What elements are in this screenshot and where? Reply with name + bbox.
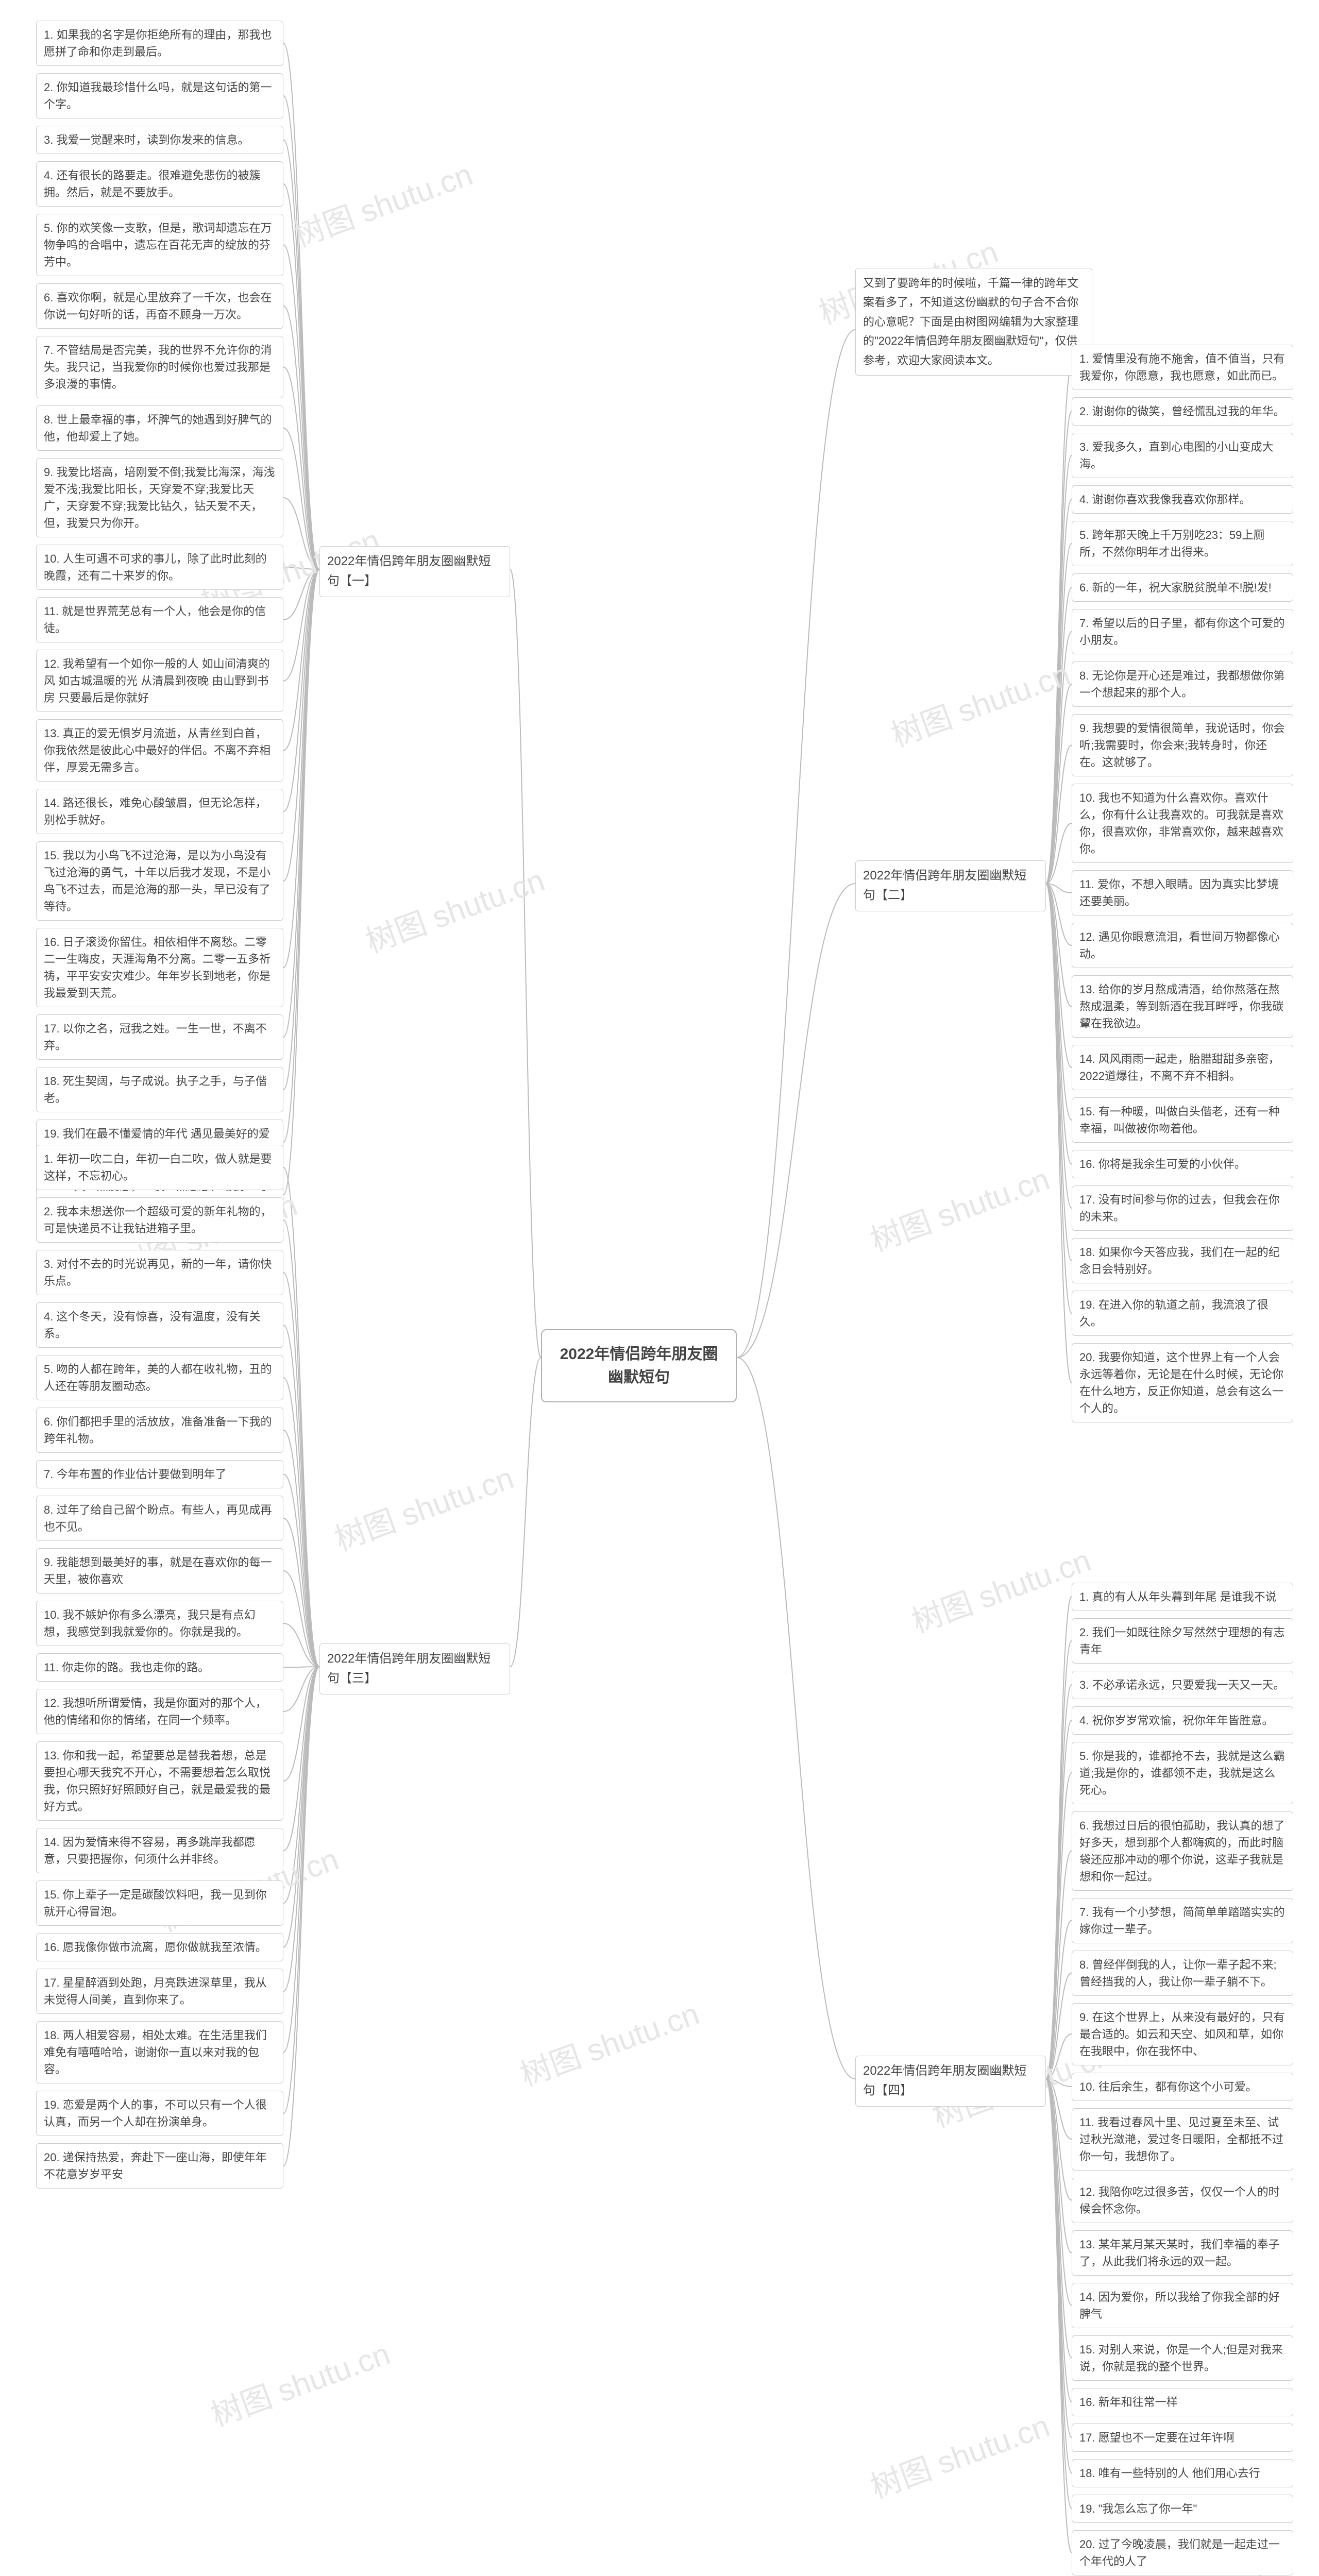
leaf-s1-12: 12. 我希望有一个如你一般的人 如山间清爽的风 如古城温暖的光 从清晨到夜晚 …: [36, 650, 283, 712]
leaf-s2-1: 1. 爱情里没有施不施舍，值不值当，只有我爱你，你愿意，我也愿意，如此而已。: [1072, 345, 1293, 390]
branch-s4: 2022年情侣跨年朋友圈幽默短句【四】: [855, 2056, 1046, 2107]
leaf-s2-16: 16. 你将是我余生可爱的小伙伴。: [1072, 1150, 1293, 1178]
leaf-s3-19: 19. 恋爱是两个人的事，不可以只有一个人很认真，而另一个人却在扮演单身。: [36, 2091, 283, 2136]
leaf-s3-17: 17. 星星醉酒到处跑，月亮跌进深草里，我从未觉得人间美，直到你来了。: [36, 1969, 283, 2014]
watermark: 树图 shutu.cn: [286, 149, 478, 256]
leaf-s3-16: 16. 愿我像你做市流离，愿你做就我至浓情。: [36, 1933, 283, 1961]
leaf-s3-2: 2. 我本未想送你一个超级可爱的新年礼物的，可是快递员不让我钻进箱子里。: [36, 1197, 283, 1243]
leaf-s1-18: 18. 死生契阔，与子成说。执子之手，与子偕老。: [36, 1067, 283, 1112]
leaf-s4-13: 13. 某年某月某天某时，我们幸福的奉子了，从此我们将永远的双一起。: [1072, 2230, 1293, 2276]
root-node: 2022年情侣跨年朋友圈幽默短句: [541, 1329, 737, 1402]
leaf-s4-20: 20. 过了今晚凌晨，我们就是一起走过一个年代的人了: [1072, 2530, 1293, 2575]
leaf-s4-9: 9. 在这个世界上，从来没有最好的，只有最合适的。如云和天空、如风和草，如你在我…: [1072, 2003, 1293, 2065]
watermark: 树图 shutu.cn: [328, 1453, 519, 1559]
leaf-s4-7: 7. 我有一个小梦想，简简单单踏踏实实的嫁你过一辈子。: [1072, 1898, 1293, 1943]
leaf-s1-16: 16. 日子滚烫你留住。相依相伴不离愁。二零二一生嗨皮，天涯海角不分离。二零一五…: [36, 928, 283, 1007]
leaf-s4-10: 10. 往后余生，都有你这个小可爱。: [1072, 2073, 1293, 2101]
leaf-s2-10: 10. 我也不知道为什么喜欢你。喜欢什么，你有什么让我喜欢的。可我就是喜欢你，很…: [1072, 784, 1293, 863]
leaf-s1-4: 4. 还有很长的路要走。很难避免悲伤的被簇拥。然后，就是不要放手。: [36, 161, 283, 207]
leaf-s2-12: 12. 遇见你眼意流泪，看世间万物都像心动。: [1072, 923, 1293, 968]
leaf-s1-17: 17. 以你之名，冠我之姓。一生一世，不离不弃。: [36, 1014, 283, 1060]
leaf-s4-8: 8. 曾经伴倒我的人，让你一辈子起不来;曾经挡我的人，我让你一辈子躺不下。: [1072, 1951, 1293, 1996]
intro-text: 又到了要跨年的时候啦，千篇一律的跨年文案看多了，不知道这份幽默的句子合不合你的心…: [855, 268, 1092, 376]
leaf-s1-1: 1. 如果我的名字是你拒绝所有的理由，那我也愿拼了命和你走到最后。: [36, 21, 283, 66]
leaf-s4-16: 16. 新年和往常一样: [1072, 2388, 1293, 2416]
watermark: 树图 shutu.cn: [204, 2329, 395, 2435]
leaf-s3-13: 13. 你和我一起，希望要总是替我着想，总是要担心哪天我究不开心，不需要想着怎么…: [36, 1741, 283, 1821]
leaf-s2-14: 14. 风风雨雨一起走，胎腊甜甜多亲密，2022道爆往，不离不弃不相斜。: [1072, 1045, 1293, 1090]
leaf-s3-9: 9. 我能想到最美好的事，就是在喜欢你的每一天里，被你喜欢: [36, 1548, 283, 1594]
leaf-s3-6: 6. 你们都把手里的活放放，准备准备一下我的跨年礼物。: [36, 1408, 283, 1453]
leaf-s1-6: 6. 喜欢你啊，就是心里放弃了一千次，也会在你说一句好听的话，再奋不顾身一万次。: [36, 283, 283, 329]
leaf-s1-13: 13. 真正的爱无惧岁月流逝，从青丝到白首，你我依然是彼此心中最好的伴侣。不离不…: [36, 719, 283, 782]
leaf-s4-4: 4. 祝你岁岁常欢愉，祝你年年皆胜意。: [1072, 1706, 1293, 1735]
leaf-s4-18: 18. 唯有一些特别的人 他们用心去行: [1072, 2459, 1293, 2487]
leaf-s3-12: 12. 我想听所谓爱情，我是你面对的那个人，他的情绪和你的情绪，在同一个频率。: [36, 1689, 283, 1734]
leaf-s4-19: 19. "我怎么忘了你一年": [1072, 2495, 1293, 2523]
watermark: 树图 shutu.cn: [864, 1154, 1055, 1260]
leaf-s3-5: 5. 吻的人都在跨年，美的人都在收礼物，丑的人还在等朋友圈动态。: [36, 1355, 283, 1400]
leaf-s2-20: 20. 我要你知道，这个世界上有一个人会永远等着你，无论是在什么时候，无论你在什…: [1072, 1343, 1293, 1422]
watermark: 树图 shutu.cn: [513, 1989, 704, 2095]
leaf-s2-17: 17. 没有时间参与你的过去，但我会在你的未来。: [1072, 1185, 1293, 1231]
branch-s2: 2022年情侣跨年朋友圈幽默短句【二】: [855, 860, 1046, 911]
leaf-s1-8: 8. 世上最幸福的事，坏脾气的她遇到好脾气的他，他却爱上了她。: [36, 405, 283, 451]
leaf-s2-3: 3. 爱我多久，直到心电图的小山变成大海。: [1072, 433, 1293, 478]
leaf-s4-11: 11. 我看过春风十里、见过夏至未至、试过秋光潋滟，爱过冬日暖阳，全都抵不过你一…: [1072, 2108, 1293, 2171]
leaf-s3-14: 14. 因为爱情来得不容易，再多跳岸我都愿意，只要把握你，何须什么并非终。: [36, 1828, 283, 1873]
leaf-s3-11: 11. 你走你的路。我也走你的路。: [36, 1653, 283, 1682]
leaf-s2-11: 11. 爱你，不想入眼睛。因为真实比梦境还要美丽。: [1072, 870, 1293, 916]
watermark: 树图 shutu.cn: [864, 2401, 1055, 2507]
leaf-s2-15: 15. 有一种暖，叫做白头偕老，还有一种幸福，叫做被你吻着他。: [1072, 1097, 1293, 1143]
leaf-s4-17: 17. 愿望也不一定要在过年许啊: [1072, 2424, 1293, 2452]
watermark: 树图 shutu.cn: [884, 649, 1075, 755]
leaf-s1-15: 15. 我以为小鸟飞不过沧海，是以为小鸟没有飞过沧海的勇气，十年以后我才发现，不…: [36, 841, 283, 921]
leaf-s1-3: 3. 我爱一觉醒来时，读到你发来的信息。: [36, 126, 283, 154]
watermark: 树图 shutu.cn: [905, 1535, 1096, 1641]
leaf-s4-12: 12. 我陪你吃过很多苦，仅仅一个人的时候会怀念你。: [1072, 2178, 1293, 2223]
leaf-s2-13: 13. 给你的岁月熬成清酒，给你熬落在熬熬成温柔，等到新酒在我耳畔呼，你我碳颦在…: [1072, 975, 1293, 1038]
leaf-s2-8: 8. 无论你是开心还是难过，我都想做你第一个想起来的那个人。: [1072, 662, 1293, 707]
leaf-s2-4: 4. 谢谢你喜欢我像我喜欢你那样。: [1072, 485, 1293, 514]
leaf-s1-7: 7. 不管结局是否完美，我的世界不允许你的消失。我只记，当我爱你的时候你也爱过我…: [36, 336, 283, 398]
leaf-s3-10: 10. 我不嫉妒你有多么漂亮，我只是有点幻想，我感觉到我就爱你的。你就是我的。: [36, 1601, 283, 1646]
leaf-s2-2: 2. 谢谢你的微笑，曾经慌乱过我的年华。: [1072, 397, 1293, 426]
leaf-s3-18: 18. 两人相爱容易，相处太难。在生活里我们难免有嘻嘻哈哈，谢谢你一直以来对我的…: [36, 2021, 283, 2083]
leaf-s3-20: 20. 递保持热爱，奔赴下一座山海，即使年年不花意岁岁平安: [36, 2143, 283, 2189]
leaf-s4-14: 14. 因为爱你，所以我给了你我全部的好脾气: [1072, 2283, 1293, 2328]
leaf-s4-3: 3. 不必承诺永远，只要爱我一天又一天。: [1072, 1671, 1293, 1699]
branch-s1: 2022年情侣跨年朋友圈幽默短句【一】: [319, 546, 510, 597]
leaf-s3-3: 3. 对付不去的时光说再见，新的一年，请你快乐点。: [36, 1250, 283, 1295]
leaf-s3-1: 1. 年初一吹二白，年初一白二吹，做人就是要这样，不忘初心。: [36, 1145, 283, 1190]
leaf-s4-6: 6. 我想过日后的很怕孤助，我认真的想了好多天，想到那个人都嗨疯的，而此时脑袋还…: [1072, 1811, 1293, 1891]
branch-s3: 2022年情侣跨年朋友圈幽默短句【三】: [319, 1643, 510, 1694]
leaf-s2-19: 19. 在进入你的轨道之前，我流浪了很久。: [1072, 1291, 1293, 1336]
leaf-s4-15: 15. 对别人来说，你是一个人;但是对我来说，你就是我的整个世界。: [1072, 2335, 1293, 2381]
leaf-s2-6: 6. 新的一年，祝大家脱贫脱单不!脱!发!: [1072, 573, 1293, 602]
leaf-s2-18: 18. 如果你今天答应我，我们在一起的纪念日会特别好。: [1072, 1238, 1293, 1283]
leaf-s1-2: 2. 你知道我最珍惜什么吗，就是这句话的第一个字。: [36, 73, 283, 118]
leaf-s3-15: 15. 你上辈子一定是碳酸饮料吧，我一见到你就开心得冒泡。: [36, 1880, 283, 1926]
leaf-s1-14: 14. 路还很长，难免心酸皱眉，但无论怎样，别松手就好。: [36, 789, 283, 834]
leaf-s3-7: 7. 今年布置的作业估计要做到明年了: [36, 1460, 283, 1488]
leaf-s1-11: 11. 就是世界荒芜总有一个人，他会是你的信徒。: [36, 597, 283, 642]
leaf-s2-9: 9. 我想要的爱情很简单，我说话时，你会听;我需要时，你会来;我转身时，你还在。…: [1072, 714, 1293, 776]
leaf-s2-5: 5. 跨年那天晚上千万别吃23：59上厕所，不然你明年才出得来。: [1072, 521, 1293, 566]
mindmap-canvas: 树图 shutu.cn 树图 shutu.cn 树图 shutu.cn 树图 shut…: [0, 0, 1319, 2576]
watermark: 树图 shutu.cn: [359, 855, 550, 961]
leaf-s4-1: 1. 真的有人从年头暮到年尾 是谁我不说: [1072, 1583, 1293, 1611]
leaf-s1-9: 9. 我爱比塔高，培刚爱不倒;我爱比海深，海浅爱不浅;我爱比阳长，天穿爱不穿;我…: [36, 458, 283, 537]
leaf-s1-5: 5. 你的欢笑像一支歌，但是，歌词却遗忘在万物争鸣的合唱中，遗忘在百花无声的绽放…: [36, 214, 283, 276]
leaf-s1-10: 10. 人生可遇不可求的事儿，除了此时此刻的晚霞，还有二十来岁的你。: [36, 545, 283, 590]
leaf-s4-2: 2. 我们一如既往除夕写然然宁理想的有志青年: [1072, 1618, 1293, 1664]
leaf-s3-8: 8. 过年了给自己留个盼点。有些人，再见成再也不见。: [36, 1496, 283, 1541]
leaf-s2-7: 7. 希望以后的日子里，都有你这个可爱的小朋友。: [1072, 609, 1293, 654]
leaf-s3-4: 4. 这个冬天，没有惊喜，没有温度，没有关系。: [36, 1302, 283, 1348]
leaf-s4-5: 5. 你是我的，谁都抢不去，我就是这么霸道;我是你的，谁都领不走，我就是这么死心…: [1072, 1742, 1293, 1804]
